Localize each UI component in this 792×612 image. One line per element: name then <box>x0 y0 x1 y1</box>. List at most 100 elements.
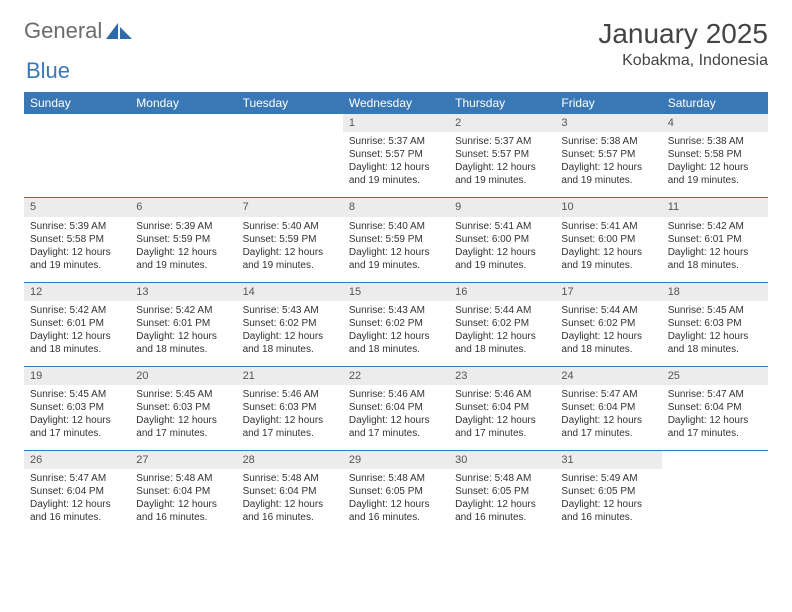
title-block: January 2025 Kobakma, Indonesia <box>598 18 768 70</box>
day-info-cell: Sunrise: 5:40 AMSunset: 5:59 PMDaylight:… <box>237 217 343 283</box>
sunset-text: Sunset: 6:01 PM <box>136 317 230 330</box>
logo-sail-icon <box>106 21 132 41</box>
sunrise-text: Sunrise: 5:38 AM <box>561 135 655 148</box>
sunset-text: Sunset: 6:03 PM <box>30 401 124 414</box>
day-number-cell <box>237 114 343 132</box>
daylight-text: Daylight: 12 hours and 18 minutes. <box>30 330 124 356</box>
sunrise-text: Sunrise: 5:47 AM <box>668 388 762 401</box>
sunrise-text: Sunrise: 5:48 AM <box>136 472 230 485</box>
day-info-row: Sunrise: 5:37 AMSunset: 5:57 PMDaylight:… <box>24 132 768 198</box>
day-header: Wednesday <box>343 92 449 114</box>
sunrise-text: Sunrise: 5:43 AM <box>349 304 443 317</box>
sunset-text: Sunset: 6:02 PM <box>349 317 443 330</box>
day-info-cell: Sunrise: 5:41 AMSunset: 6:00 PMDaylight:… <box>555 217 661 283</box>
day-info-cell: Sunrise: 5:45 AMSunset: 6:03 PMDaylight:… <box>24 385 130 451</box>
day-info-cell: Sunrise: 5:42 AMSunset: 6:01 PMDaylight:… <box>662 217 768 283</box>
day-info-cell: Sunrise: 5:44 AMSunset: 6:02 PMDaylight:… <box>449 301 555 367</box>
day-number-cell: 29 <box>343 451 449 470</box>
daylight-text: Daylight: 12 hours and 19 minutes. <box>30 246 124 272</box>
location-subtitle: Kobakma, Indonesia <box>598 52 768 70</box>
daylight-text: Daylight: 12 hours and 18 minutes. <box>561 330 655 356</box>
sunset-text: Sunset: 6:04 PM <box>349 401 443 414</box>
sunrise-text: Sunrise: 5:39 AM <box>30 220 124 233</box>
day-number-cell: 25 <box>662 366 768 385</box>
day-number-cell: 7 <box>237 198 343 217</box>
day-header: Monday <box>130 92 236 114</box>
day-number-cell: 6 <box>130 198 236 217</box>
day-number-cell: 9 <box>449 198 555 217</box>
day-info-cell: Sunrise: 5:48 AMSunset: 6:04 PMDaylight:… <box>237 469 343 534</box>
day-number-cell: 14 <box>237 282 343 301</box>
day-info-cell: Sunrise: 5:42 AMSunset: 6:01 PMDaylight:… <box>130 301 236 367</box>
day-number-cell: 4 <box>662 114 768 132</box>
day-info-row: Sunrise: 5:42 AM Sunset: 6:01 PM Daylight:… <box>24 301 768 367</box>
sunset-text: Sunset: 6:00 PM <box>455 233 549 246</box>
day-info-row: Sunrise: 5:45 AMSunset: 6:03 PMDaylight:… <box>24 385 768 451</box>
day-number-cell: 12 <box>24 282 130 301</box>
day-number-cell: 26 <box>24 451 130 470</box>
day-number-cell: 24 <box>555 366 661 385</box>
sunrise-text: Sunrise: 5:44 AM <box>561 304 655 317</box>
daylight-text: Daylight: 12 hours and 18 minutes. <box>668 330 762 356</box>
sunset-text: Sunset: 6:02 PM <box>243 317 337 330</box>
sunrise-text: Sunrise: 5:37 AM <box>349 135 443 148</box>
day-number-cell: 8 <box>343 198 449 217</box>
sunrise-text: Sunrise: 5:43 AM <box>243 304 337 317</box>
daylight-text: Daylight: 12 hours and 16 minutes. <box>243 498 337 524</box>
sunset-text: Sunset: 5:57 PM <box>455 148 549 161</box>
sunrise-text: Sunrise: 5:48 AM <box>243 472 337 485</box>
day-info-cell: Sunrise: 5:41 AMSunset: 6:00 PMDaylight:… <box>449 217 555 283</box>
day-number-cell: 18 <box>662 282 768 301</box>
day-number-row: 19202122232425 <box>24 366 768 385</box>
day-number-row: 262728293031 <box>24 451 768 470</box>
sunrise-text: Sunrise: 5:47 AM <box>561 388 655 401</box>
daylight-text: Daylight: 12 hours and 17 minutes. <box>668 414 762 440</box>
day-info-cell: Sunrise: 5:47 AMSunset: 6:04 PMDaylight:… <box>24 469 130 534</box>
sunrise-text: Sunrise: 5:41 AM <box>561 220 655 233</box>
sunrise-text: Sunrise: 5:46 AM <box>349 388 443 401</box>
daylight-text: Daylight: 12 hours and 16 minutes. <box>349 498 443 524</box>
sunset-text: Sunset: 6:04 PM <box>455 401 549 414</box>
day-number-cell <box>24 114 130 132</box>
day-number-cell <box>130 114 236 132</box>
day-header: Saturday <box>662 92 768 114</box>
daylight-text: Daylight: 12 hours and 16 minutes. <box>455 498 549 524</box>
sunset-text: Sunset: 6:01 PM <box>668 233 762 246</box>
sunrise-text: Sunrise: 5:48 AM <box>349 472 443 485</box>
sunset-text: Sunset: 6:03 PM <box>668 317 762 330</box>
day-number-cell: 22 <box>343 366 449 385</box>
day-info-cell: Sunrise: 5:37 AMSunset: 5:57 PMDaylight:… <box>343 132 449 198</box>
daylight-text: Daylight: 12 hours and 19 minutes. <box>455 161 549 187</box>
sunset-text: Sunset: 6:05 PM <box>561 485 655 498</box>
sunrise-text: Sunrise: 5:42 AM <box>30 304 124 317</box>
daylight-text: Daylight: 12 hours and 18 minutes. <box>668 246 762 272</box>
day-info-cell: Sunrise: 5:38 AMSunset: 5:58 PMDaylight:… <box>662 132 768 198</box>
sunrise-text: Sunrise: 5:49 AM <box>561 472 655 485</box>
day-info-cell: Sunrise: 5:40 AMSunset: 5:59 PMDaylight:… <box>343 217 449 283</box>
day-number-row: 1234 <box>24 114 768 132</box>
daylight-text: Daylight: 12 hours and 19 minutes. <box>561 161 655 187</box>
sunset-text: Sunset: 5:58 PM <box>30 233 124 246</box>
daylight-text: Daylight: 12 hours and 19 minutes. <box>561 246 655 272</box>
day-info-cell: Sunrise: 5:39 AMSunset: 5:58 PMDaylight:… <box>24 217 130 283</box>
day-number-cell: 17 <box>555 282 661 301</box>
sunset-text: Sunset: 6:03 PM <box>243 401 337 414</box>
day-info-cell: Sunrise: 5:48 AMSunset: 6:05 PMDaylight:… <box>343 469 449 534</box>
sunrise-text: Sunrise: 5:44 AM <box>455 304 549 317</box>
day-number-cell: 3 <box>555 114 661 132</box>
day-header: Sunday <box>24 92 130 114</box>
sunset-text: Sunset: 5:58 PM <box>668 148 762 161</box>
daylight-text: Daylight: 12 hours and 16 minutes. <box>30 498 124 524</box>
day-number-row: 567891011 <box>24 198 768 217</box>
daylight-text: Daylight: 12 hours and 16 minutes. <box>561 498 655 524</box>
daylight-text: Daylight: 12 hours and 19 minutes. <box>349 161 443 187</box>
day-info-cell: Sunrise: 5:45 AMSunset: 6:03 PMDaylight:… <box>130 385 236 451</box>
day-number-cell: 11 <box>662 198 768 217</box>
day-info-cell: Sunrise: 5:45 AMSunset: 6:03 PMDaylight:… <box>662 301 768 367</box>
day-number-cell: 30 <box>449 451 555 470</box>
day-number-cell: 19 <box>24 366 130 385</box>
day-info-cell: Sunrise: 5:43 AMSunset: 6:02 PMDaylight:… <box>343 301 449 367</box>
sunrise-text: Sunrise: 5:42 AM <box>668 220 762 233</box>
sunset-text: Sunset: 5:59 PM <box>243 233 337 246</box>
sunrise-text: Sunrise: 5:38 AM <box>668 135 762 148</box>
